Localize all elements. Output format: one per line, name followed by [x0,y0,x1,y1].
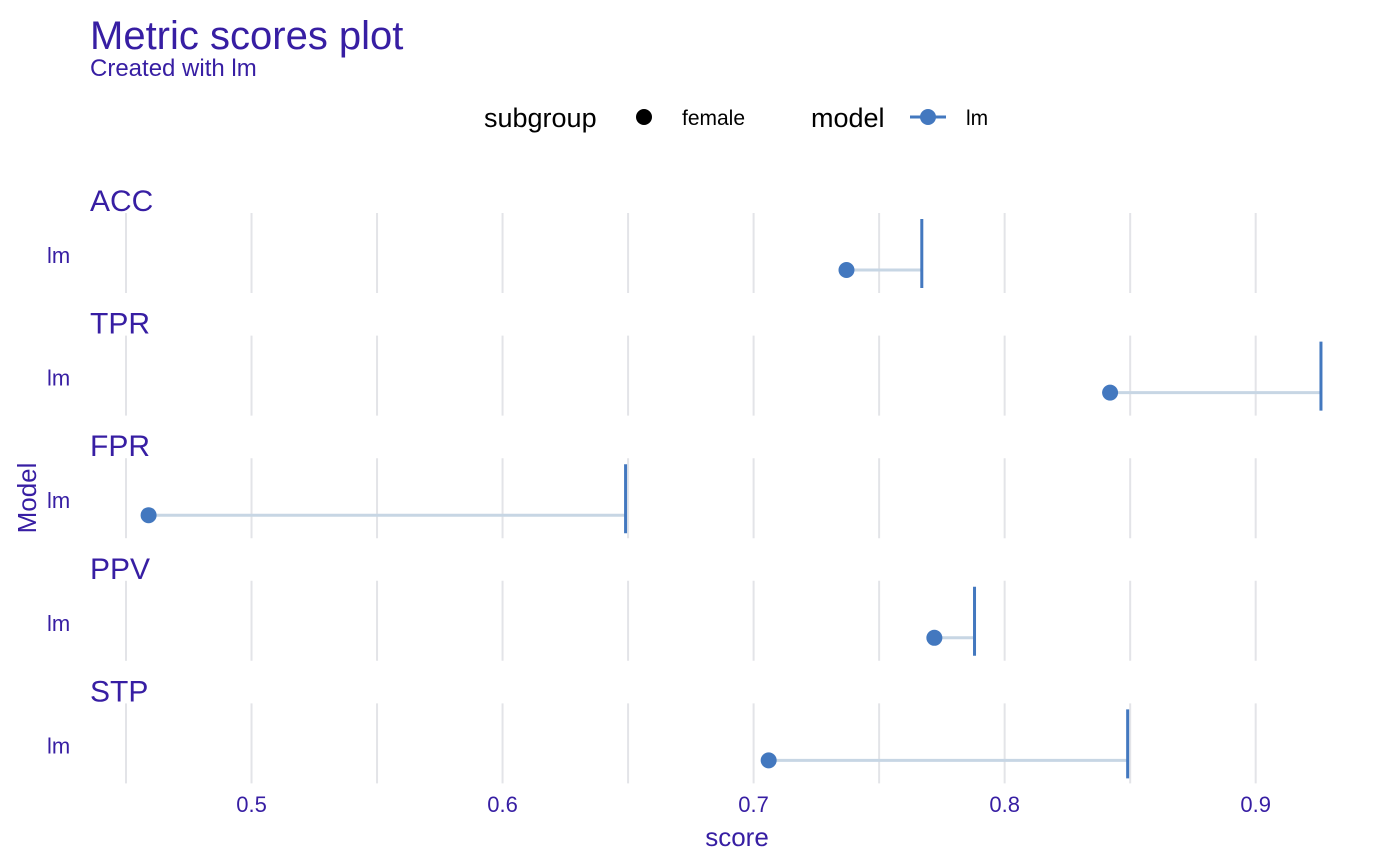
data-point-female-tpr [1102,384,1119,401]
facet-label-acc: ACC [90,185,153,218]
facet-panels: ACC lm TPR lm FPR lm PPV lm STP lm [47,185,1323,784]
legend-key-lm-point [920,109,936,125]
x-tick-label: 0.6 [487,792,518,817]
x-tick-label: 0.9 [1240,792,1271,817]
x-axis: 0.5 0.6 0.7 0.8 0.9 [236,792,1271,817]
y-tick-label: lm [47,366,70,391]
x-tick-label: 0.7 [738,792,769,817]
y-tick-label: lm [47,611,70,636]
y-tick-label: lm [47,488,70,513]
legend: subgroup female model lm [484,103,988,133]
data-point-female-stp [760,752,777,769]
facet-label-fpr: FPR [90,430,150,463]
legend-title-model: model [811,103,885,133]
data-point-female-ppv [926,629,943,646]
facet-fpr: FPR lm [47,430,1257,539]
y-axis-title: Model [12,463,42,534]
chart-subtitle: Created with lm [90,55,257,82]
x-tick-label: 0.5 [236,792,267,817]
facet-stp: STP lm [47,675,1257,784]
legend-label-female: female [682,107,745,130]
y-tick-label: lm [47,733,70,758]
legend-label-lm: lm [966,107,988,130]
y-tick-label: lm [47,243,70,268]
facet-acc: ACC lm [47,185,1257,293]
facet-label-stp: STP [90,675,148,708]
legend-key-female [636,109,652,125]
facet-label-ppv: PPV [90,553,150,586]
x-axis-title: score [705,822,769,852]
facet-label-tpr: TPR [90,308,150,341]
x-tick-label: 0.8 [989,792,1020,817]
data-point-female-acc [838,262,855,278]
data-point-female-fpr [140,507,157,524]
facet-tpr: TPR lm [47,308,1323,416]
chart-title: Metric scores plot [90,14,403,58]
legend-title-subgroup: subgroup [484,103,597,133]
facet-ppv: PPV lm [47,553,1257,661]
